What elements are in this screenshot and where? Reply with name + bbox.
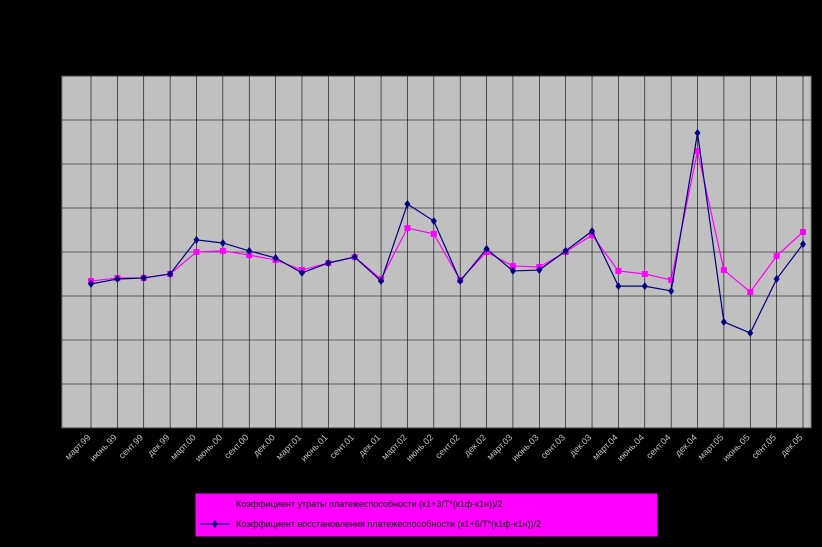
point (773, 275, 780, 284)
point (536, 266, 543, 275)
point (615, 267, 622, 274)
point (641, 282, 648, 291)
y-tick-label: 0.4 (43, 335, 56, 345)
point (589, 227, 596, 236)
point (167, 270, 174, 278)
point (509, 266, 516, 275)
point (694, 128, 701, 137)
x-tick-label: сент.05 (750, 432, 778, 460)
y-tick-label: 1 (51, 203, 56, 213)
x-tick-label: сент.01 (328, 432, 356, 460)
x-tick-label: сент.00 (222, 432, 250, 460)
x-tick-label: сент.02 (433, 432, 461, 460)
y-tick-label: 0.8 (43, 247, 56, 257)
x-tick-label: июнь.03 (510, 432, 541, 463)
point (694, 148, 701, 155)
x-tick-label: сент.03 (539, 432, 567, 460)
point (773, 252, 780, 259)
point (720, 267, 727, 274)
x-tick-label: июнь.04 (615, 432, 646, 463)
point (483, 244, 490, 253)
point (747, 289, 754, 296)
y-tick-label: 1.4 (43, 115, 56, 125)
point (720, 317, 727, 326)
point (246, 246, 253, 255)
y-tick-label: 0 (51, 423, 56, 433)
point (272, 253, 279, 262)
point (88, 279, 94, 288)
y-tick-label: 0.2 (43, 379, 56, 389)
x-tick-label: июнь.02 (404, 432, 435, 463)
point (800, 240, 806, 249)
point (641, 271, 648, 277)
legend-label: Коэффициент утраты платежеспособности (к… (236, 499, 503, 509)
legend-label: Коэффициент восстановления платежеспособ… (236, 519, 541, 529)
point (668, 276, 675, 283)
point (351, 253, 358, 262)
point (246, 252, 253, 259)
point (430, 230, 437, 237)
x-tick-label: июнь.05 (721, 432, 752, 463)
x-tick-label: дек.05 (778, 432, 804, 458)
point (562, 246, 569, 255)
point (747, 328, 754, 337)
y-tick-label: 0.6 (43, 291, 56, 301)
point (219, 238, 226, 247)
point (140, 273, 147, 282)
x-tick-label: июнь.99 (88, 432, 119, 463)
x-tick-label: июнь.00 (193, 432, 224, 463)
legend-marker (212, 501, 218, 507)
point (457, 277, 464, 286)
x-tick-label: июнь.01 (299, 432, 330, 463)
point (668, 286, 675, 295)
series-line (90, 132, 804, 334)
point (193, 235, 200, 244)
legend-marker (212, 520, 218, 528)
point (615, 282, 622, 291)
point (404, 200, 411, 209)
point (378, 277, 385, 286)
x-tick-label: сент.04 (644, 432, 672, 460)
point (509, 263, 516, 270)
x-tick-label: сент.99 (117, 432, 145, 460)
y-tick-label: 1.2 (43, 159, 56, 169)
point (193, 249, 200, 255)
point (219, 247, 226, 254)
point (114, 275, 121, 284)
point (800, 228, 806, 235)
legend (194, 492, 659, 538)
y-tick-label: 1.6 (43, 71, 56, 81)
point (325, 259, 332, 267)
point (298, 268, 305, 277)
point (404, 225, 411, 232)
point (430, 216, 437, 225)
